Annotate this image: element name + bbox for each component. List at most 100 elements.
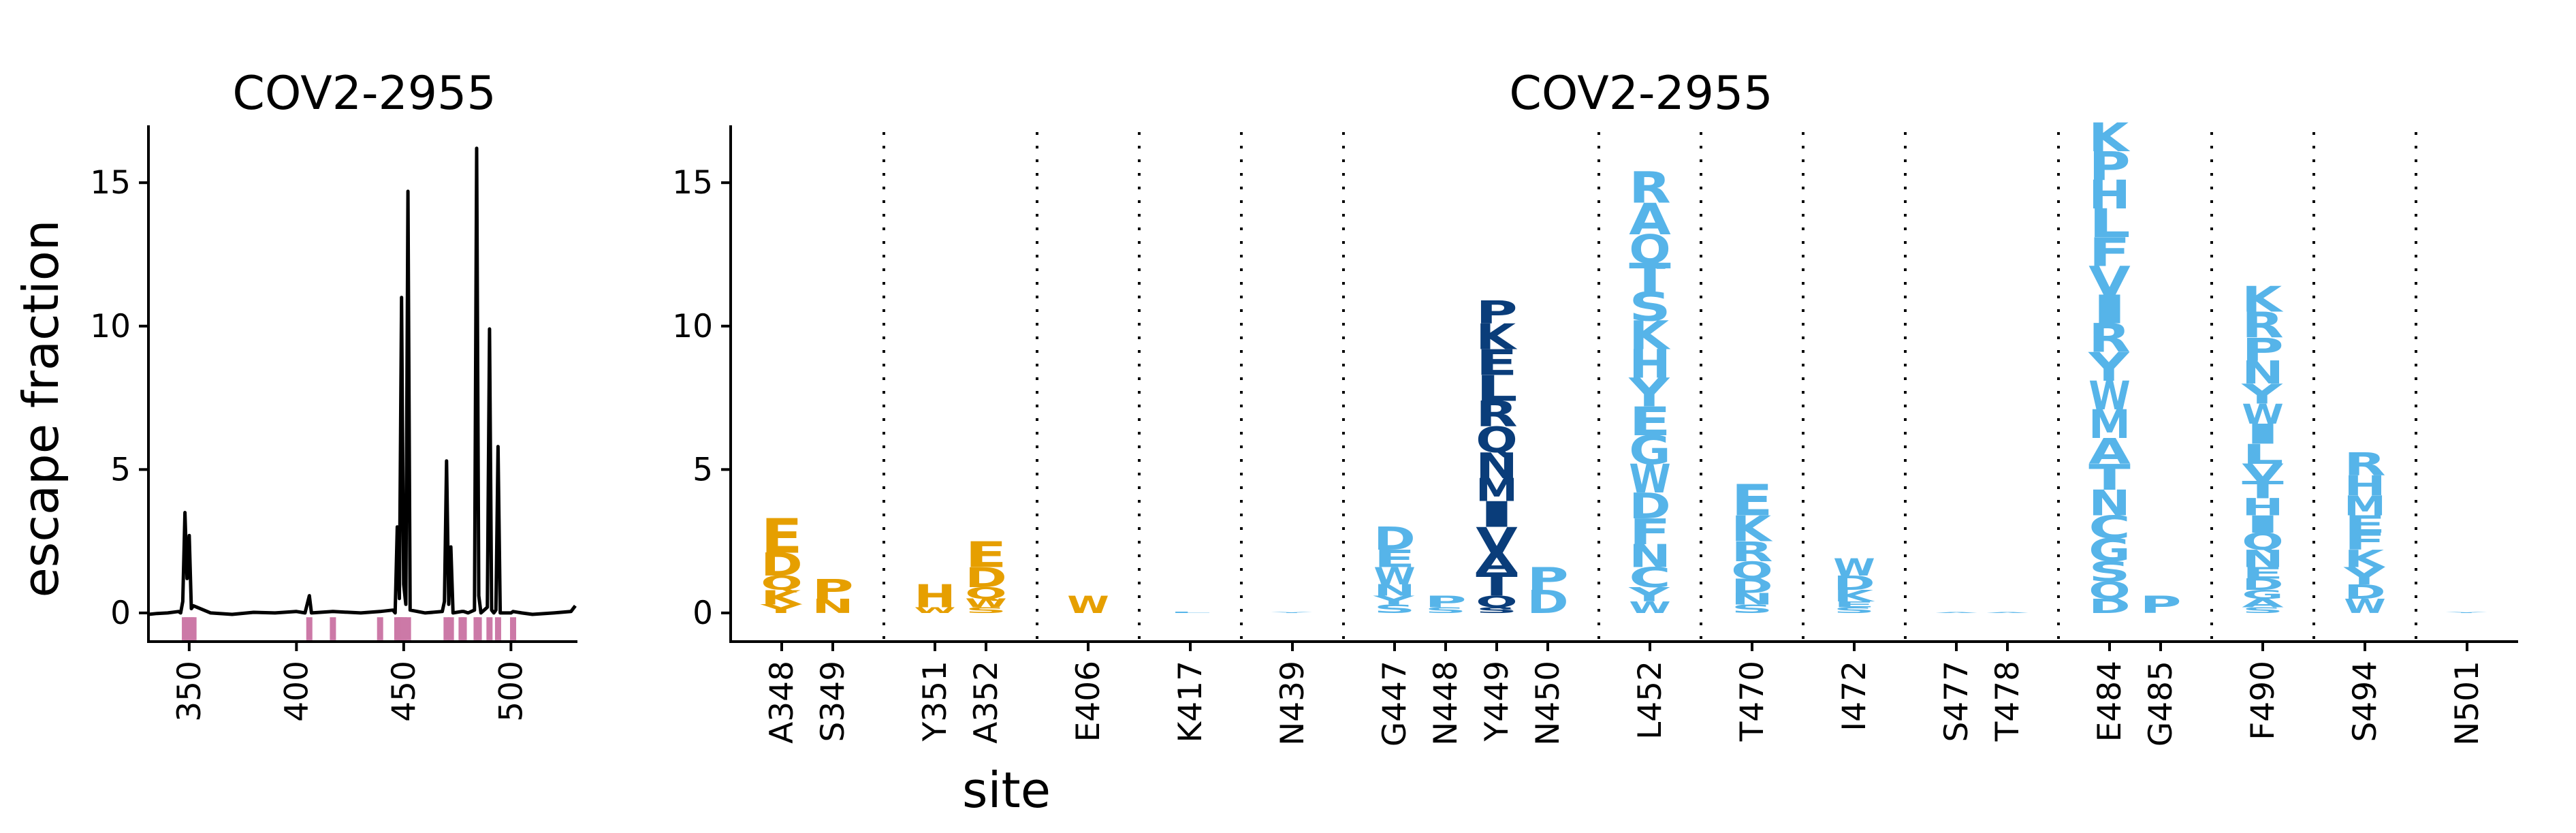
logo-letter: S	[965, 606, 1006, 614]
left-chart-title: COV2-2955	[232, 67, 496, 121]
logo-letter: K	[761, 586, 803, 610]
site-rug-mark	[184, 617, 191, 640]
logo-letter: P	[1527, 561, 1568, 597]
logo-letter: N	[1373, 581, 1415, 599]
site-rug-mark	[443, 617, 450, 640]
logo-letter: A	[1476, 548, 1518, 580]
left-y-tick-label: 15	[90, 164, 131, 202]
logo-letter: M	[2088, 403, 2130, 448]
right-y-tick-label: 0	[693, 595, 713, 632]
logo-letter: P	[812, 573, 853, 605]
logo-letter: R	[1629, 163, 1670, 214]
logo-letter: W	[1629, 456, 1670, 502]
logo-letter: Q	[2242, 529, 2283, 556]
logo-letter: E	[1373, 546, 1416, 573]
logo-letter: K	[1833, 587, 1875, 606]
logo-letter: N	[1731, 590, 1772, 608]
site-label: Y351	[917, 661, 954, 742]
logo-letter: L	[2088, 201, 2130, 247]
right-chart-title: COV2-2955	[1509, 67, 1772, 121]
logo-letter: K	[1731, 509, 1773, 550]
site-rug-mark	[330, 617, 336, 640]
logo-letter: C	[2088, 509, 2130, 546]
logo-letter: W	[1373, 563, 1415, 590]
left-y-tick-label: 5	[110, 451, 131, 488]
logo-letter: Y	[760, 602, 802, 616]
logo-letter: V	[2088, 259, 2131, 304]
logo-letter: W	[1833, 554, 1875, 581]
logo-letter: H	[1629, 341, 1670, 387]
logo-letter: N	[2242, 546, 2283, 573]
logo-letter: D	[1731, 575, 1772, 597]
site-label: E484	[2091, 661, 2129, 742]
logo-letter: Q	[965, 584, 1006, 602]
logo-letter: K	[1629, 313, 1671, 359]
right-x-axis-label: site	[962, 761, 1051, 819]
logo-letter: Q	[1476, 420, 1518, 460]
logo-letter: T	[1629, 255, 1671, 301]
right-x-ticks: A348 S349 Y351 A352 E406 K417 N439 G447 N448 Y449…	[763, 642, 2486, 746]
logo-letter: V	[1476, 520, 1518, 561]
logo-letter: M	[2344, 490, 2385, 522]
logo-letter: E	[1629, 398, 1670, 444]
logo-letter: A	[2088, 431, 2131, 472]
logo-letter: R	[1476, 394, 1517, 435]
site-rug-mark	[475, 617, 482, 640]
site-rug-mark	[460, 617, 467, 640]
logo-letter: P	[1476, 294, 1517, 331]
logo-letter: I	[2242, 511, 2283, 538]
logo-letter: Y	[2343, 563, 2386, 590]
logo-letter: F	[1629, 512, 1670, 552]
logo-letter: R	[1731, 535, 1772, 567]
logo-letter: H	[2242, 494, 2283, 521]
site-rug-mark	[306, 617, 313, 640]
logo-letter: N	[2088, 483, 2131, 524]
logo-letter: E	[1833, 600, 1875, 609]
logo-letter: E	[2242, 564, 2283, 582]
logo-letter: L	[1169, 611, 1211, 613]
escape-line	[148, 146, 577, 616]
logo-letter: S	[1731, 602, 1773, 616]
logo-letter: N	[1476, 446, 1518, 487]
left-x-tick-label: 400	[278, 661, 315, 722]
logo-letter: Q	[2088, 577, 2130, 604]
logo-letter: R	[2242, 304, 2283, 346]
logo-letter: D	[2344, 581, 2385, 603]
logo-letter: Y	[2241, 379, 2283, 411]
left-x-ticks: 350 400 450 500	[171, 642, 530, 722]
logo-letter: Q	[1629, 227, 1670, 272]
logo-letter: K	[2242, 280, 2284, 321]
logo-letter: D	[761, 547, 802, 584]
logo-letter: Y	[2445, 612, 2487, 613]
logo-letter: D	[1527, 584, 1568, 620]
logo-letter: F	[2088, 230, 2130, 275]
logo-letter: Y	[2088, 344, 2130, 390]
logo-letter: D	[2242, 576, 2283, 594]
site-label: T470	[1734, 661, 1771, 742]
logo-letter: H	[914, 578, 955, 614]
logo-letter: D	[965, 562, 1007, 594]
site-rug-mark	[377, 617, 383, 640]
logo-letter: Q	[1476, 593, 1517, 611]
logo-letter: N	[2242, 355, 2283, 391]
right-y-tick-label: 10	[672, 308, 713, 345]
logo-letter: T	[2242, 477, 2284, 504]
site-label: Y449	[1478, 661, 1516, 742]
logo-letter: Y	[1271, 612, 1313, 613]
logo-letter: S	[1476, 606, 1517, 614]
logo-letter: W	[2344, 595, 2385, 618]
logo-letter: F	[2344, 529, 2386, 556]
logo-letter: N	[1629, 538, 1670, 574]
logo-letter: G	[2242, 588, 2283, 601]
logo-letter: H	[2088, 172, 2130, 218]
logo-letter: L	[1476, 368, 1517, 409]
logo-letter: K	[2088, 114, 2131, 161]
site-label: N450	[1529, 661, 1567, 746]
logo-letter: L	[2242, 439, 2283, 471]
site-label: N448	[1427, 661, 1465, 746]
logo-letter: A	[1986, 612, 2029, 613]
logo-letter: S	[2088, 556, 2130, 588]
site-label: S477	[1938, 661, 1975, 742]
logo-letter: S	[2242, 606, 2283, 614]
